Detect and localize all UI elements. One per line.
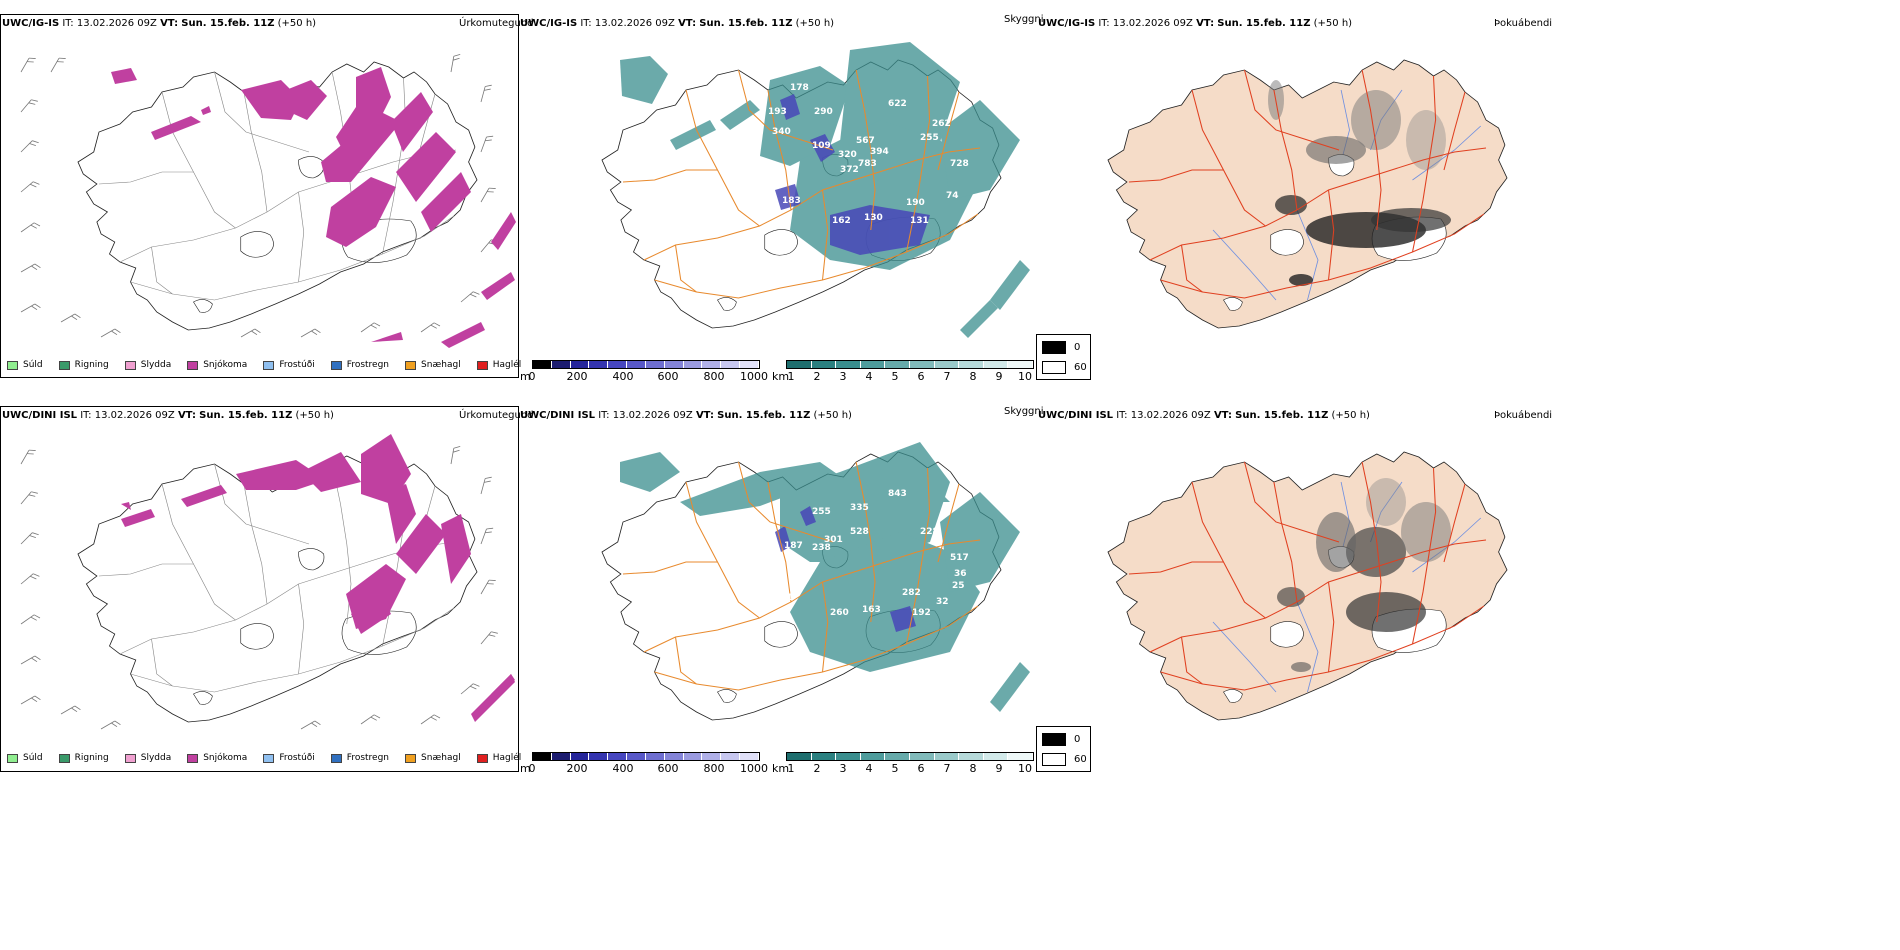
cloud-label: 517 [950,553,969,563]
header-fog-top: UWC/IG-IS IT: 13.02.2026 09Z VT: Sun. 15… [1038,18,1353,29]
fog-map-top [1107,59,1508,329]
legend-item: Rigning [58,360,109,370]
cloud-label: 36 [954,569,967,579]
cloud-base-labels: 843 335 228 255 528 187 238 301 517 991 … [774,489,969,618]
cloud-label: 301 [824,535,843,545]
visibility-colorbar-bottom: km 1 2 3 4 5 6 7 8 9 10 [772,752,1034,776]
legend-item: Rigning [58,753,109,763]
cloud-label: 255 [812,507,831,517]
legend-item: Frostregn [330,360,389,370]
legend-item: Haglél [476,360,521,370]
title-fog-top: Þokuábendi [1494,18,1553,29]
legend-item: Súld [7,753,43,763]
header-cloud-bottom: UWC/DINI ISL IT: 13.02.2026 09Z VT: Sun.… [520,410,852,421]
header-precip-bottom: UWC/DINI ISL IT: 13.02.2026 09Z VT: Sun.… [2,410,334,421]
fog-map-bottom [1107,451,1508,721]
precip-map-top [20,52,516,348]
legend-item: Snjókoma [187,753,247,763]
cloud-label: 991 [774,593,793,603]
legend-item: Snjókoma [187,360,247,370]
cloud-base-low [775,506,916,632]
cloud-label: 394 [870,147,889,157]
cloud-label: 340 [772,127,791,137]
title-precip-bottom: Úrkomutegund [459,410,534,421]
cloudbase-bar [532,360,760,369]
cloud-label: 843 [888,489,907,499]
cloud-base-low [775,94,930,255]
cloud-label: 36 [710,201,723,211]
visibility-colorbar-top: km 1 2 3 4 5 6 7 8 9 10 [772,360,1034,384]
cloud-label: 193 [768,107,787,117]
legend-item: Slydda [124,753,171,763]
fog-legend-bottom: 0 60 [1036,726,1091,772]
precip-legend-bottom: Súld Rigning Slydda Snjókoma Frostúði Fr… [7,753,537,763]
legend-item: Frostúði [263,360,315,370]
fog-shading [1277,478,1451,672]
cloud-label: 622 [888,99,907,109]
snow-areas [121,434,515,722]
cloud-label: 260 [830,608,849,618]
cloud-label: 255 [920,133,939,143]
cloud-label: 192 [912,608,931,618]
cloud-label: 25 [952,581,965,591]
cloudbase-bar [532,752,760,761]
cloud-label: 238 [812,543,831,553]
visibility-bar [786,752,1034,761]
legend-item: Frostúði [263,753,315,763]
precip-map-bottom [20,434,515,735]
legend-item: Snæhagl [405,753,461,763]
cloud-label: 32 [936,597,949,607]
visibility-bar [786,360,1034,369]
header-precip-top: UWC/IG-IS IT: 13.02.2026 09Z VT: Sun. 15… [2,18,317,29]
fog-legend-top: 0 60 [1036,334,1091,380]
cloud-label: 372 [840,165,859,175]
cloud-label: 162 [832,216,851,226]
title-fog-bottom: Þokuábendi [1494,410,1553,421]
cloud-map-bottom: 843 335 228 255 528 187 238 301 517 991 … [601,442,1030,721]
snow-areas [111,67,516,348]
cloud-label: 528 [850,527,869,537]
cloud-label: 178 [790,83,809,93]
legend-item: Haglél [476,753,521,763]
cloud-label: 567 [856,136,875,146]
cloud-label: 262 [932,119,951,129]
cloud-label: 163 [862,605,881,615]
cloud-label: 783 [858,159,877,169]
cloudbase-colorbar-bottom: m 0 200 400 600 800 1000 [520,752,768,776]
cloud-label: 131 [910,216,929,226]
cloud-label: 228 [920,527,939,537]
legend-item: Frostregn [330,753,389,763]
title-cloud-top: Skyggni [1004,14,1044,25]
cloudbase-colorbar-top: m 0 200 400 600 800 1000 [520,360,768,384]
cloud-map-top: 193 178 290 622 340 109 567 262 320 394 … [601,42,1030,338]
header-fog-bottom: UWC/DINI ISL IT: 13.02.2026 09Z VT: Sun.… [1038,410,1370,421]
cloud-label: 109 [812,141,831,151]
cloud-label: 320 [838,150,857,160]
cloud-label: 282 [902,588,921,598]
legend-item: Snæhagl [405,360,461,370]
legend-item: Slydda [124,360,171,370]
cloud-label: 335 [850,503,869,513]
precip-legend-top: Súld Rigning Slydda Snjókoma Frostúði Fr… [7,360,537,370]
cloud-label: 728 [950,159,969,169]
cloud-label: 187 [784,541,803,551]
title-cloud-bottom: Skyggni [1004,406,1044,417]
cloud-label: 290 [814,107,833,117]
cloud-base-labels: 193 178 290 622 340 109 567 262 320 394 … [710,83,969,226]
cloud-label: 190 [906,198,925,208]
fog-shading [1268,80,1451,286]
cloud-label: 130 [864,213,883,223]
title-precip-top: Úrkomutegund [459,18,534,29]
header-cloud-top: UWC/IG-IS IT: 13.02.2026 09Z VT: Sun. 15… [520,18,835,29]
legend-item: Súld [7,360,43,370]
cloud-label: 74 [946,191,959,201]
cloud-label: 183 [782,196,801,206]
